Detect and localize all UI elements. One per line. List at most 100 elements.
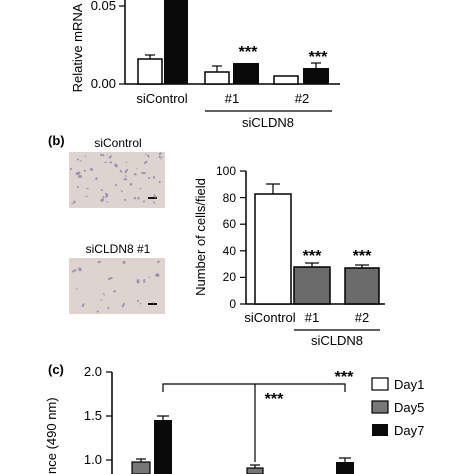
bar-b-1 — [293, 266, 331, 305]
image-label-sicontrol: siControl — [94, 136, 141, 150]
cell-speck — [89, 167, 94, 172]
significance-mark: *** — [309, 49, 328, 66]
legend-label-day7: Day7 — [394, 423, 424, 438]
cell-speck — [96, 177, 98, 181]
cell-speck — [107, 154, 112, 160]
legend-swatch-day7 — [372, 424, 388, 436]
panel-b-label: (b) — [48, 133, 65, 148]
cell-speck — [137, 196, 140, 200]
panel-a-category-label: #1 — [225, 91, 239, 106]
cell-speck — [75, 287, 78, 290]
cell-speck — [96, 309, 100, 313]
cell-speck — [123, 178, 128, 181]
bar-b-2 — [344, 267, 380, 305]
bar-a-sicontrol-white — [137, 58, 163, 85]
cell-speck — [101, 293, 105, 297]
legend-swatch-day5 — [371, 400, 389, 414]
microscopy-image-sicontrol — [69, 152, 165, 208]
panel-a-ytick-label: 0.00 — [91, 76, 116, 91]
cell-speck — [129, 182, 134, 186]
cell-speck — [133, 172, 138, 177]
cell-speck — [76, 186, 79, 189]
cell-speck — [69, 167, 73, 171]
cell-speck — [105, 154, 108, 156]
bar-a-1-white — [204, 71, 230, 85]
legend-label-day5: Day5 — [394, 400, 424, 415]
panel-c-ytick-label: 1.0 — [84, 452, 102, 467]
panel-c: (c) 2.0 1.5 1.0 nce (490 nm) *** *** Day… — [44, 362, 424, 474]
image-label-sicldn8-1: siCLDN8 #1 — [86, 242, 151, 256]
cell-speck — [158, 180, 161, 183]
bar-a-2-white — [273, 75, 299, 85]
bar-c-day7 — [154, 420, 172, 474]
panel-b-category-label: siControl — [244, 310, 295, 325]
significance-mark: *** — [303, 248, 322, 265]
cell-speck — [84, 169, 87, 172]
panel-b-ytick-label: 20 — [223, 270, 237, 284]
cell-speck — [139, 303, 142, 306]
panel-c-ytick-label: 1.5 — [84, 408, 102, 423]
cell-speck — [140, 172, 146, 175]
cell-speck — [86, 187, 89, 190]
panel-b-category-label: #1 — [305, 310, 319, 325]
cell-speck — [140, 188, 142, 190]
cell-speck — [78, 266, 83, 272]
bar-c-day7 — [336, 462, 354, 474]
cell-speck — [122, 260, 126, 265]
bar-c-day5 — [131, 461, 151, 474]
cell-speck — [104, 162, 108, 164]
cell-speck — [107, 276, 113, 280]
cell-speck — [108, 306, 111, 309]
cell-speck — [156, 260, 160, 264]
cell-speck — [81, 303, 85, 308]
cell-speck — [72, 268, 78, 273]
panel-b-ytick-label: 0 — [229, 297, 236, 311]
cell-speck — [135, 167, 138, 170]
significance-mark: *** — [239, 44, 258, 61]
panel-a-y-axis-label: Relative mRNA — [70, 3, 85, 92]
legend-label-day1: Day1 — [394, 377, 424, 392]
cell-speck — [152, 176, 155, 180]
cell-speck — [79, 160, 82, 162]
cell-speck — [152, 200, 156, 205]
cell-speck — [147, 154, 151, 158]
cell-speck — [118, 169, 123, 173]
cell-speck — [109, 161, 112, 164]
panel-b-ytick-label: 40 — [223, 244, 237, 258]
cell-speck — [96, 260, 101, 264]
significance-bracket — [162, 383, 346, 392]
panel-c-label: (c) — [48, 362, 64, 377]
panel-a: 0.05 0.00 Relative mRNA *** *** siContro… — [70, 0, 340, 130]
cell-speck — [77, 175, 82, 178]
cell-speck — [106, 200, 109, 203]
significance-mark: *** — [335, 369, 354, 386]
cell-speck — [113, 290, 117, 293]
cell-speck — [99, 197, 105, 203]
cell-speck — [158, 152, 162, 155]
legend-swatch-day1 — [371, 377, 389, 391]
cell-speck — [114, 184, 117, 187]
scale-bar — [148, 303, 157, 305]
cell-speck — [71, 203, 75, 205]
cell-speck — [147, 276, 151, 279]
cell-speck — [83, 155, 87, 159]
cell-speck — [121, 302, 126, 308]
panel-b-category-label: #2 — [355, 310, 369, 325]
microscopy-image-sicldn8-1 — [69, 258, 165, 314]
cell-speck — [136, 279, 140, 284]
panel-a-category-label: #2 — [295, 91, 309, 106]
cell-speck — [147, 176, 151, 180]
cell-speck — [156, 274, 159, 276]
cell-speck — [142, 199, 146, 203]
panel-b-yticks — [240, 170, 246, 305]
panel-c-y-axis-label: nce (490 nm) — [44, 397, 59, 474]
cell-speck — [124, 160, 128, 164]
significance-mark: *** — [265, 391, 284, 408]
cell-speck — [144, 160, 149, 165]
panel-a-ytick-label: 0.05 — [91, 0, 116, 13]
cell-speck — [120, 190, 124, 194]
cell-speck — [100, 298, 103, 301]
cell-speck — [99, 153, 103, 157]
cell-speck — [142, 279, 146, 284]
